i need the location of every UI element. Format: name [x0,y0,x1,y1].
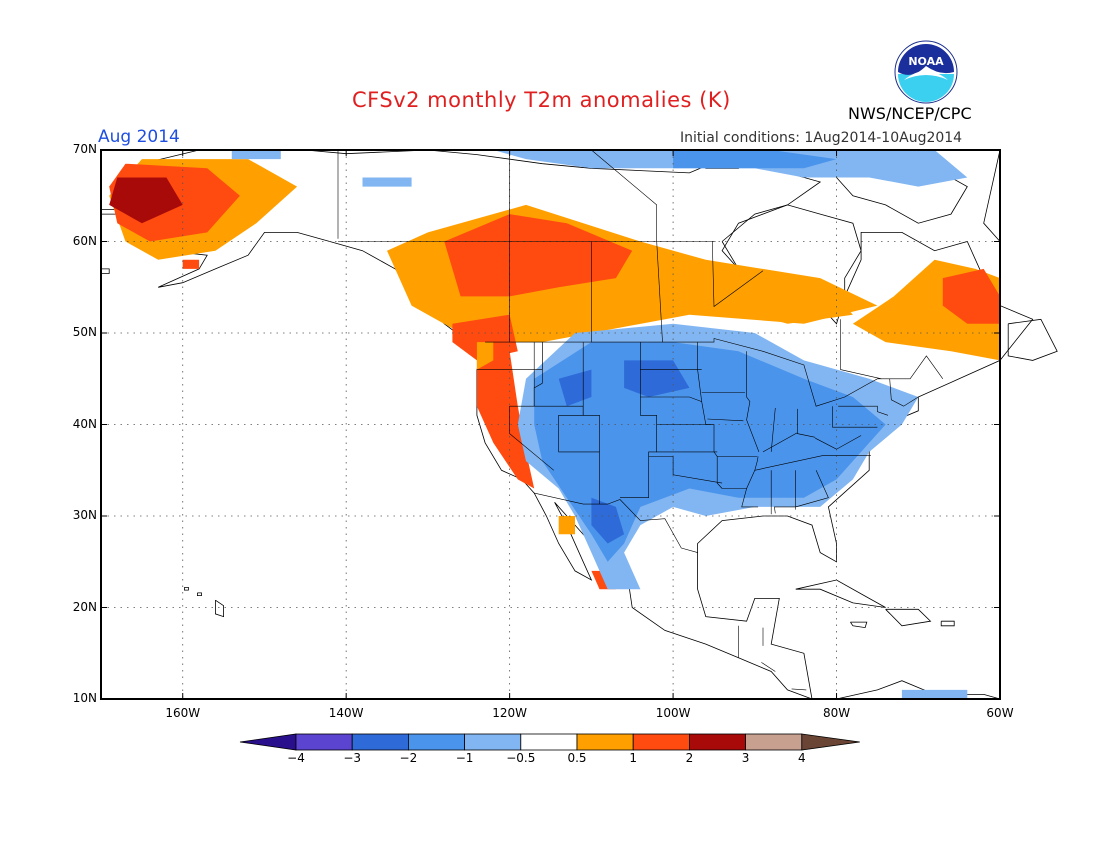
border-line [796,408,816,438]
longitude-label: 60W [986,706,1014,720]
colorbar-swatch [464,733,522,751]
longitude-label: 140W [328,706,364,720]
forecast-month: Aug 2014 [98,127,180,147]
anomaly-region [444,214,633,297]
coastline [795,579,886,608]
latitude-label: 30N [72,508,97,522]
border-line [832,406,878,428]
colorbar-label: −4 [287,751,305,765]
latitude-label: 60N [72,233,97,248]
anomaly-region [673,150,837,169]
border-line [648,456,723,484]
border-line [509,342,554,471]
border-line [697,342,723,489]
latitude-label: 10N [72,691,97,705]
latitude-label: 20N [72,599,97,614]
colorbar-label: 1 [629,751,637,765]
border-line [746,351,760,453]
border-line [889,378,919,407]
border-line [656,241,663,343]
colorbar-swatch [351,733,409,751]
coastline [1007,318,1058,361]
anomaly-region [452,314,518,361]
longitude-label: 80W [822,706,851,720]
colorbar-label: 2 [685,751,694,765]
colorbar-swatch [239,733,297,751]
border-line [712,241,764,308]
border-line [582,342,600,505]
colorbar-label: 4 [797,751,806,765]
border-line [791,688,807,691]
border-line [640,396,702,402]
colorbar-label: −2 [399,751,418,765]
colorbar-label: −1 [455,751,474,765]
anomaly-region [476,342,494,370]
border-line [591,149,658,242]
longitude-label: 120W [492,706,528,720]
border-line [815,435,862,450]
coastline [983,149,1001,243]
colorbar-label: −3 [343,751,362,765]
colorbar-swatch [801,733,860,751]
anomaly-region [558,516,575,535]
border-line [533,342,600,453]
border-line [774,470,797,514]
border-line [485,338,944,407]
border-line [761,662,776,672]
colorbar-swatch [689,733,747,751]
anomaly-region [942,268,1000,324]
anomaly-region [722,268,853,324]
border-line [620,342,658,499]
longitude-label: 100W [655,706,691,720]
border-line [795,470,829,510]
longitude-label: 160W [165,706,201,720]
anomaly-region [591,497,625,544]
coastline [850,621,868,629]
coastline [885,608,932,627]
anomaly-region [109,177,183,224]
border-line [838,405,889,416]
colorbar-swatch [745,733,803,751]
colorbar [239,733,860,751]
map-frame [100,149,1001,700]
coastline [196,592,202,596]
colorbar-swatch [407,733,465,751]
political-borders [337,149,944,691]
colorbar-label: −0.5 [506,751,536,765]
svg-text:NOAA: NOAA [908,55,944,68]
initial-conditions: Initial conditions: 1Aug2014-10Aug2014 [680,130,963,146]
colorbar-swatch [520,733,578,751]
border-line [762,432,798,453]
border-line [534,492,698,553]
border-line [707,418,744,422]
coastline [214,599,225,618]
noaa-logo-icon: NOAA [894,40,958,104]
border-line [770,407,776,452]
map-title: CFSv2 monthly T2m anomalies (K) [352,88,731,112]
coastline [940,620,955,627]
colorbar-label: 3 [741,751,750,765]
colorbar-swatch [576,733,634,751]
latitude-label: 70N [72,142,97,156]
anomaly-region [182,259,200,269]
coastline [100,268,110,274]
agency-label: NWS/NCEP/CPC [848,104,972,123]
anomaly-region [901,689,968,699]
latitude-label: 40N [72,416,97,431]
border-line [840,319,882,380]
colorbar-label: 0.5 [567,751,587,765]
border-line [741,456,759,508]
anomaly-region [231,150,281,160]
colorbar-swatch [295,733,353,751]
colorbar-swatch [632,733,690,751]
border-line [754,455,871,471]
border-line [476,342,543,370]
latitude-label: 50N [72,325,97,339]
coastline [183,587,189,591]
anomaly-region [362,177,412,187]
anomaly-region [476,351,535,489]
